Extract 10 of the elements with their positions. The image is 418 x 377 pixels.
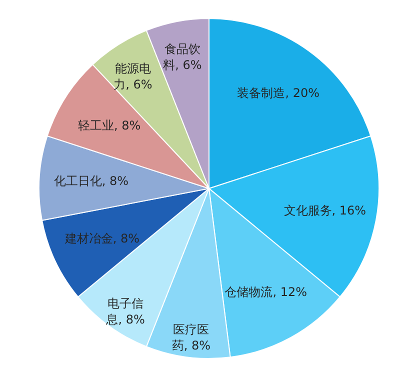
- slice-label: 能源电力, 6%: [114, 62, 152, 92]
- slice-label: 文化服务, 16%: [284, 204, 366, 218]
- slice-label: 建材冶金, 8%: [64, 232, 140, 246]
- slice-label: 仓储物流, 12%: [224, 284, 308, 299]
- slice-label: 装备制造, 20%: [237, 86, 320, 100]
- slice-label: 化工日化, 8%: [54, 174, 129, 188]
- slice-label: 医疗医药, 8%: [172, 322, 211, 352]
- slice-label: 食品饮料, 6%: [163, 42, 202, 72]
- slice-label: 轻工业, 8%: [78, 118, 141, 132]
- slice-label: 电子信息, 8%: [105, 296, 145, 326]
